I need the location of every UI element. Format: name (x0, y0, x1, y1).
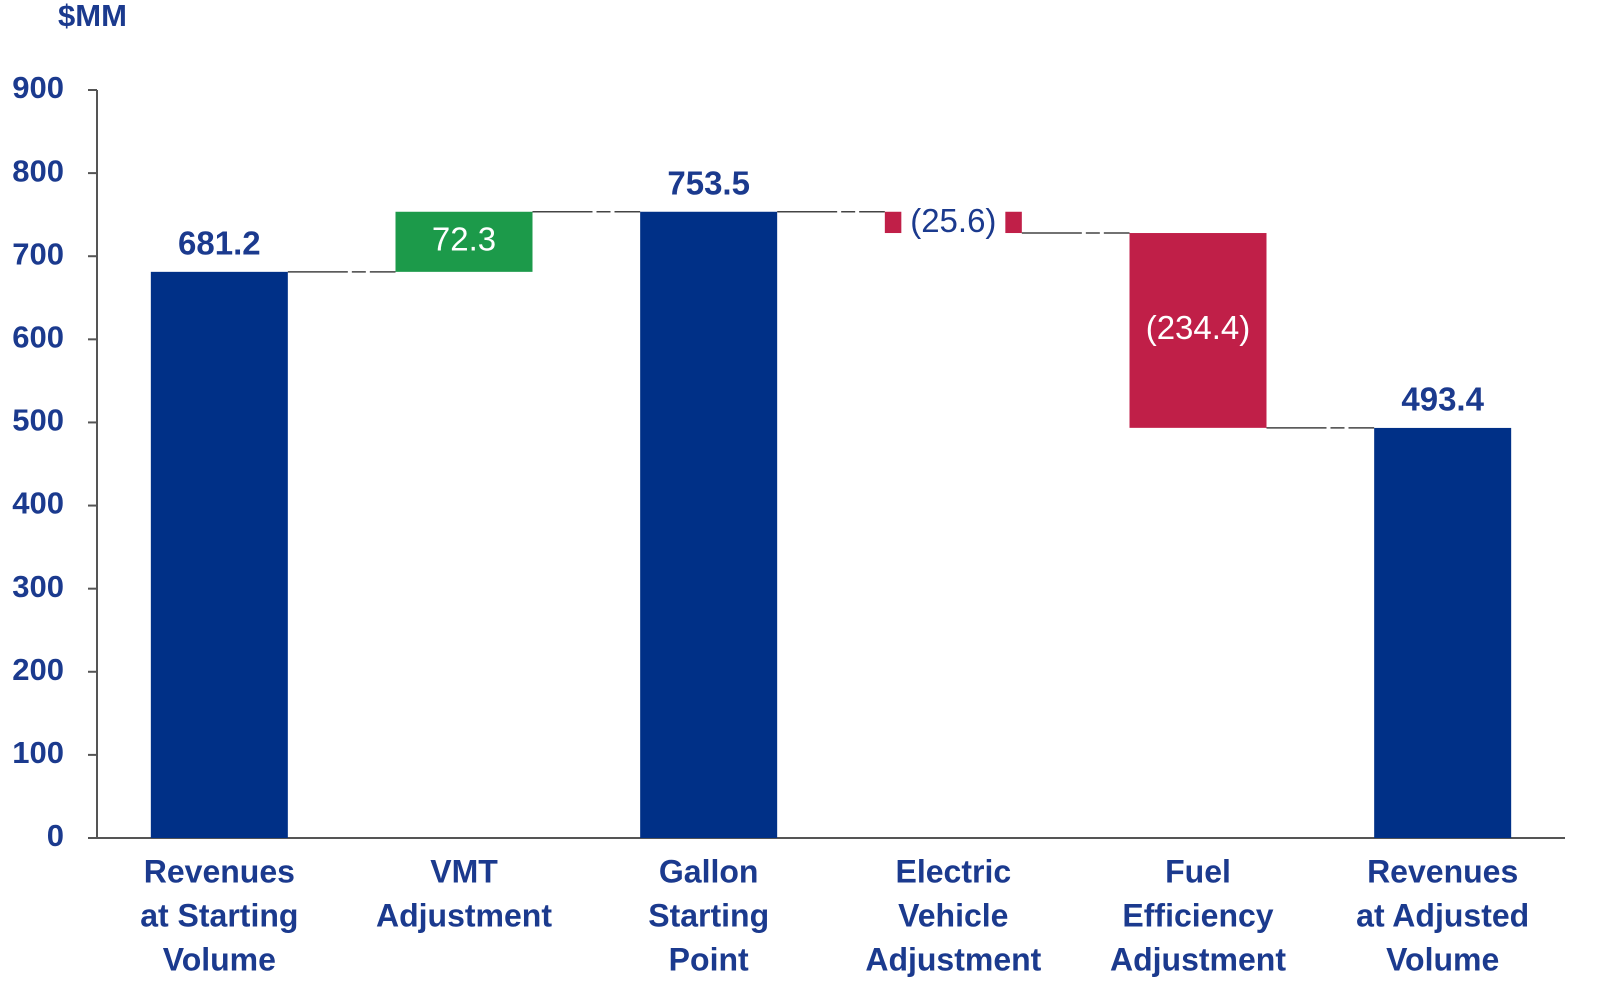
x-tick-label: Fuel (1165, 853, 1231, 889)
bar (1129, 233, 1267, 428)
x-tick-label: Revenues (1367, 853, 1518, 889)
bar (640, 211, 778, 838)
y-tick-label: 700 (12, 236, 64, 271)
y-tick-label: 900 (12, 70, 64, 105)
y-tick-label: 500 (12, 403, 64, 438)
bar (150, 271, 288, 838)
y-tick-label: 200 (12, 652, 64, 687)
x-tick-label: Vehicle (898, 897, 1008, 933)
x-tick-label: Gallon (659, 853, 759, 889)
bar (395, 211, 533, 272)
value-label: (25.6) (910, 202, 996, 239)
x-tick-label: Adjustment (865, 941, 1041, 977)
x-tick-label: Point (669, 941, 749, 977)
x-tick-label: Volume (163, 941, 276, 977)
y-tick-label: 800 (12, 153, 64, 188)
y-tick-label: 600 (12, 320, 64, 355)
value-label: (234.4) (1146, 309, 1251, 346)
x-tick-label: Adjustment (376, 897, 552, 933)
bar (1374, 427, 1512, 838)
x-tick-label: at Starting (140, 897, 298, 933)
value-label: 753.5 (667, 164, 750, 201)
x-tick-label: VMT (430, 853, 498, 889)
y-tick-label: 400 (12, 486, 64, 521)
value-label: 681.2 (178, 225, 261, 262)
x-tick-label: Revenues (144, 853, 295, 889)
x-tick-label: at Adjusted (1356, 897, 1529, 933)
x-tick-label: Electric (896, 853, 1012, 889)
label-backdrop (901, 205, 1006, 240)
x-tick-label: Efficiency (1122, 897, 1273, 933)
value-label: 493.4 (1401, 381, 1484, 418)
x-tick-label: Starting (648, 897, 769, 933)
x-tick-label: Volume (1386, 941, 1499, 977)
value-label: 72.3 (432, 221, 496, 258)
y-tick-label: 0 (47, 818, 64, 853)
x-tick-label: Adjustment (1110, 941, 1286, 977)
y-tick-label: 300 (12, 569, 64, 604)
unit-label: $MM (58, 0, 127, 33)
y-tick-label: 100 (12, 735, 64, 770)
